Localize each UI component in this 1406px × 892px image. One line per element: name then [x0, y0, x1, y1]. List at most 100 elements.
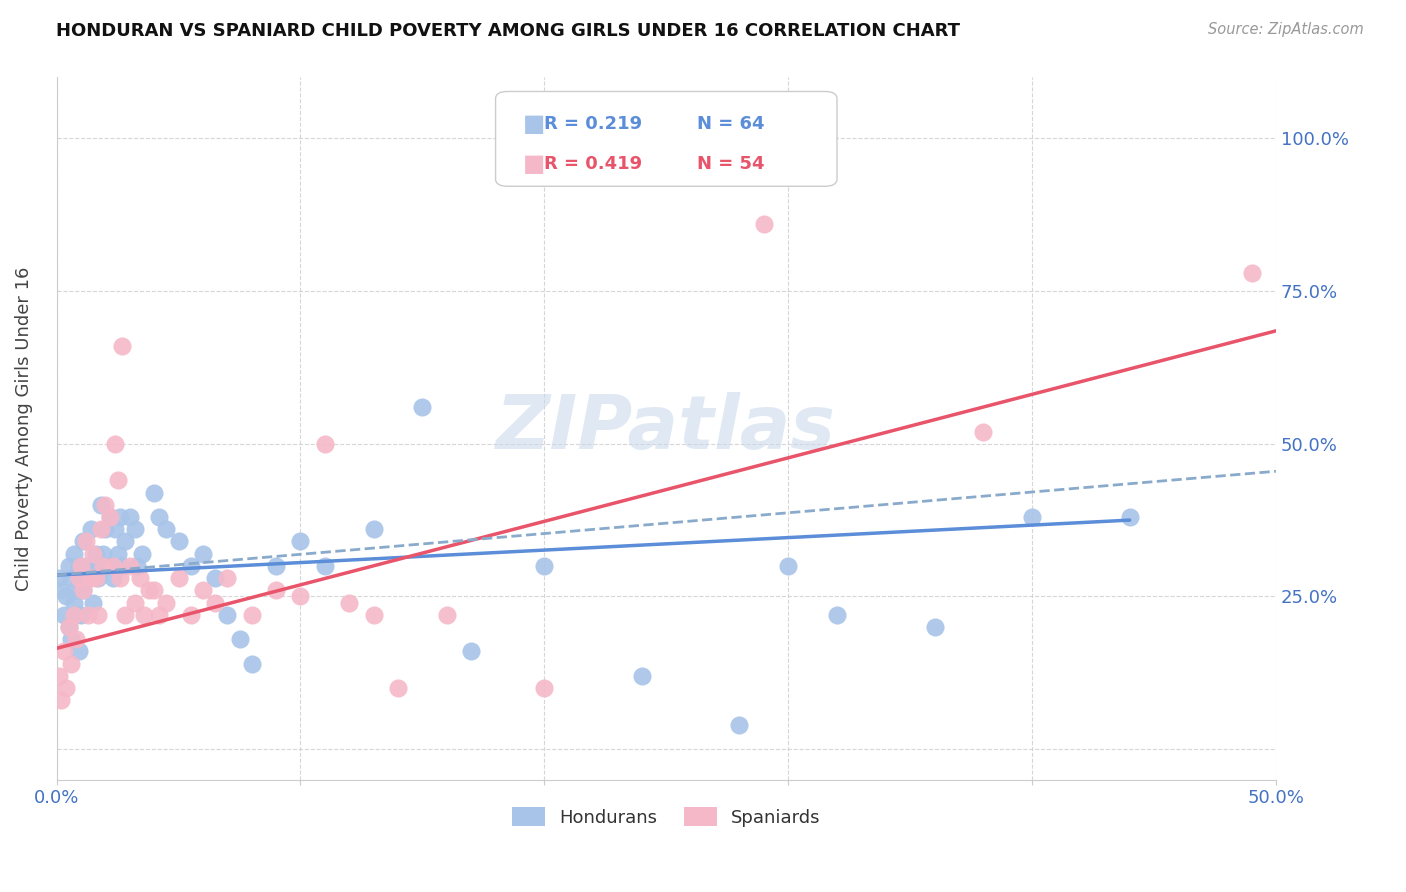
Point — [1021, 510, 1043, 524]
Point — [411, 400, 433, 414]
Point — [728, 717, 751, 731]
Point — [52, 644, 75, 658]
Point — [363, 607, 385, 622]
Point — [114, 607, 136, 622]
Point — [264, 583, 287, 598]
Point — [1240, 266, 1263, 280]
Point — [87, 607, 110, 622]
Text: Source: ZipAtlas.com: Source: ZipAtlas.com — [1208, 22, 1364, 37]
Point — [58, 620, 80, 634]
Point — [131, 547, 153, 561]
Point — [240, 607, 263, 622]
Point — [67, 644, 90, 658]
Point — [111, 339, 134, 353]
Point — [89, 498, 111, 512]
Point — [82, 547, 104, 561]
Point — [217, 607, 239, 622]
Point — [70, 571, 93, 585]
Point — [204, 595, 226, 609]
Point — [82, 595, 104, 609]
Point — [60, 657, 83, 671]
Point — [204, 571, 226, 585]
Point — [138, 583, 160, 598]
Point — [533, 558, 555, 573]
Point — [167, 571, 190, 585]
Point — [387, 681, 409, 695]
Point — [62, 547, 84, 561]
Point — [111, 558, 134, 573]
Point — [104, 522, 127, 536]
Point — [62, 595, 84, 609]
Point — [55, 590, 77, 604]
Point — [108, 510, 131, 524]
Point — [337, 595, 360, 609]
Point — [778, 558, 800, 573]
Point — [67, 558, 90, 573]
Point — [72, 534, 94, 549]
Point — [124, 595, 146, 609]
Point — [460, 644, 482, 658]
Point — [82, 558, 104, 573]
Point — [108, 571, 131, 585]
Point — [118, 510, 141, 524]
Text: HONDURAN VS SPANIARD CHILD POVERTY AMONG GIRLS UNDER 16 CORRELATION CHART: HONDURAN VS SPANIARD CHILD POVERTY AMONG… — [56, 22, 960, 40]
Point — [533, 681, 555, 695]
Point — [75, 558, 97, 573]
Point — [98, 510, 121, 524]
Point — [217, 571, 239, 585]
Point — [55, 681, 77, 695]
Point — [107, 547, 129, 561]
Point — [128, 571, 150, 585]
Point — [91, 547, 114, 561]
Point — [972, 425, 994, 439]
Point — [148, 510, 170, 524]
Point — [631, 131, 654, 145]
Point — [87, 571, 110, 585]
Point — [84, 571, 107, 585]
Point — [240, 657, 263, 671]
Point — [77, 571, 100, 585]
Point — [72, 583, 94, 598]
Point — [65, 607, 87, 622]
Point — [101, 571, 124, 585]
Text: R = 0.419: R = 0.419 — [544, 155, 643, 173]
Text: ■: ■ — [523, 112, 544, 136]
Y-axis label: Child Poverty Among Girls Under 16: Child Poverty Among Girls Under 16 — [15, 267, 32, 591]
Point — [104, 437, 127, 451]
Point — [127, 558, 149, 573]
Point — [180, 607, 202, 622]
Text: ■: ■ — [523, 152, 544, 176]
Point — [436, 607, 458, 622]
Point — [155, 522, 177, 536]
Point — [101, 558, 124, 573]
Point — [143, 485, 166, 500]
Point — [228, 632, 250, 647]
Point — [191, 547, 214, 561]
Point — [314, 558, 336, 573]
Text: N = 64: N = 64 — [697, 115, 765, 134]
Point — [107, 474, 129, 488]
Point — [51, 693, 73, 707]
Point — [94, 498, 117, 512]
Point — [58, 620, 80, 634]
Point — [124, 522, 146, 536]
Point — [825, 607, 848, 622]
Point — [77, 607, 100, 622]
Point — [631, 669, 654, 683]
Point — [70, 607, 93, 622]
Point — [65, 632, 87, 647]
Point — [363, 522, 385, 536]
Point — [48, 571, 70, 585]
Point — [51, 583, 73, 598]
Point — [91, 558, 114, 573]
Legend: Hondurans, Spaniards: Hondurans, Spaniards — [505, 800, 828, 834]
Point — [180, 558, 202, 573]
Point — [118, 558, 141, 573]
Text: R = 0.219: R = 0.219 — [544, 115, 643, 134]
Point — [167, 534, 190, 549]
Point — [70, 558, 93, 573]
Text: N = 54: N = 54 — [697, 155, 765, 173]
Point — [752, 217, 775, 231]
Point — [97, 558, 120, 573]
Point — [143, 583, 166, 598]
